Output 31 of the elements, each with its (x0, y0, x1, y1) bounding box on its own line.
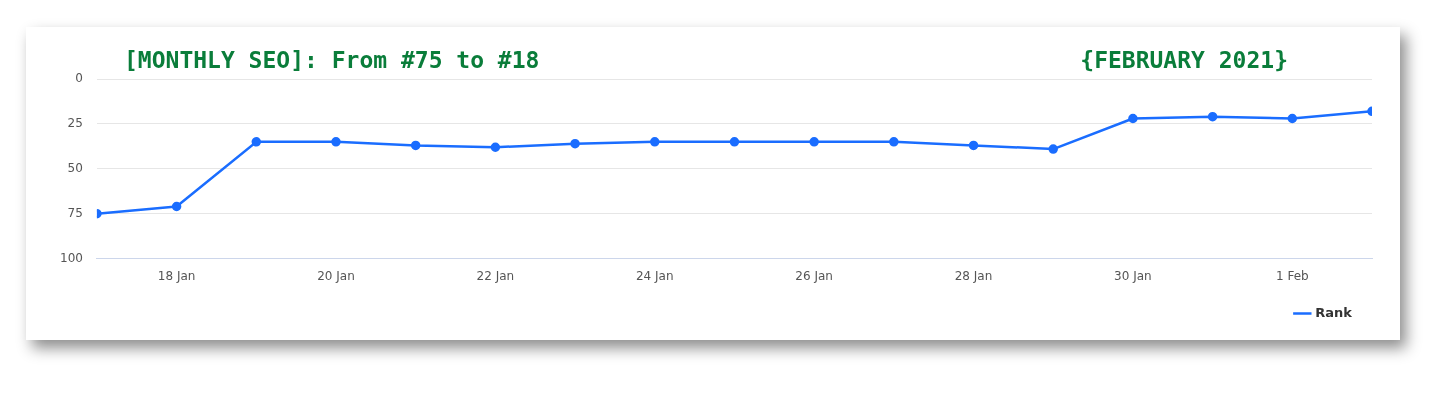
x-tick-label: 30 Jan (1114, 268, 1152, 283)
point (570, 138, 580, 149)
point (251, 137, 262, 147)
point (968, 140, 979, 151)
point (809, 137, 819, 147)
point (1048, 144, 1058, 154)
y-tick-label: 75 (67, 205, 83, 220)
x-tick-label: 18 Jan (157, 268, 196, 283)
point (729, 137, 740, 147)
chart-title: [MONTHLY SEO]: From #75 to #18 (124, 46, 540, 73)
point (331, 137, 341, 147)
y-tick-label: 100 (60, 250, 83, 265)
x-tick-label: 22 Jan (476, 268, 515, 283)
x-tick-label: 26 Jan (795, 268, 833, 283)
point (1207, 111, 1218, 122)
point (490, 142, 501, 152)
point (1287, 113, 1298, 124)
y-tick-label: 25 (67, 116, 83, 131)
y-tick-label: 50 (67, 160, 83, 175)
x-tick-label: 1 Feb (1275, 268, 1309, 283)
x-tick-label: 20 Jan (317, 268, 355, 283)
point (410, 140, 421, 151)
point (889, 137, 899, 147)
point (1128, 113, 1138, 124)
legend-label: Rank (1315, 304, 1353, 320)
chart-subtitle: {FEBRUARY 2021} (1080, 46, 1288, 73)
x-tick-label: 28 Jan (954, 268, 993, 283)
point (650, 137, 660, 147)
x-tick-label: 24 Jan (635, 268, 674, 283)
point (171, 201, 182, 212)
y-tick-label: 0 (75, 71, 83, 86)
